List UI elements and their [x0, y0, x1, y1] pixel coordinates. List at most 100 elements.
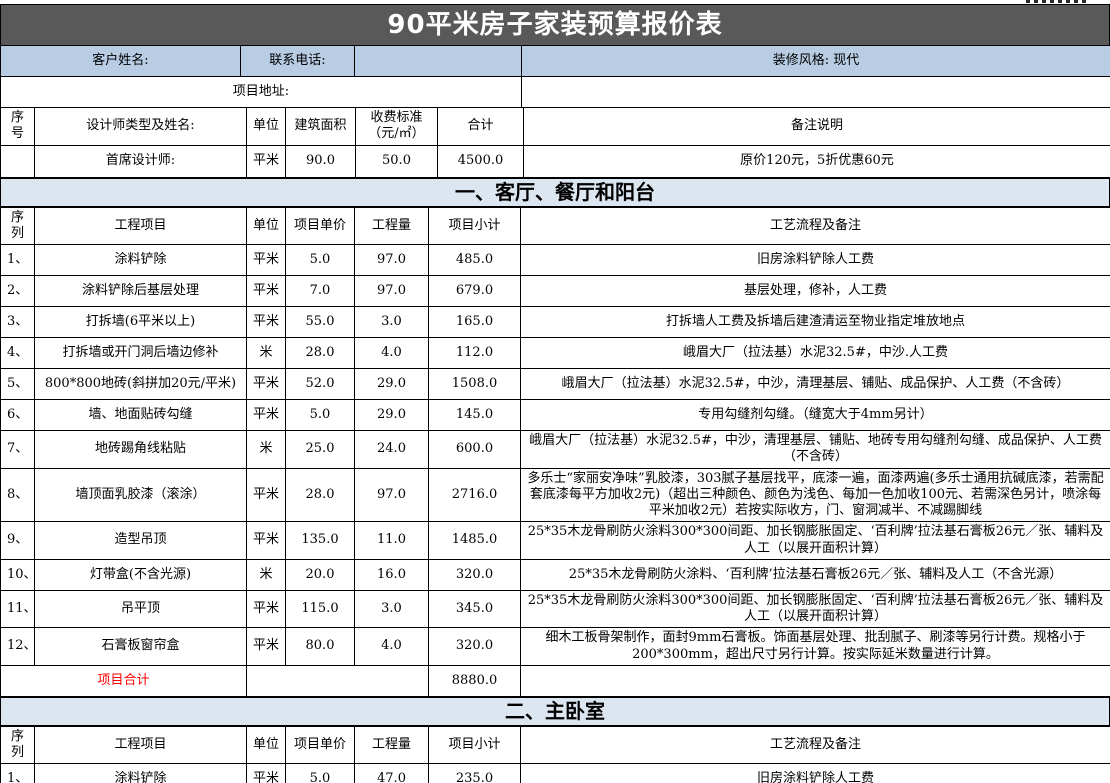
- designer-note: 原价120元，5折优惠60元: [523, 144, 1110, 178]
- top-margin: [0, 0, 1110, 4]
- row-item: 800*800地砖(斜拼加20元/平米): [34, 368, 247, 400]
- designer-name: 首席设计师:: [34, 144, 247, 178]
- row-note: 细木工板骨架制作，面封9mm石膏板。饰面基层处理、批刮腻子、刷漆等另行计费。规格…: [520, 627, 1110, 666]
- row-note: 专用勾缝剂勾缝。（缝宽大于4mm另计）: [520, 399, 1110, 431]
- row-unit: 米: [246, 430, 286, 469]
- col-note: 工艺流程及备注: [520, 725, 1110, 765]
- row-subtotal: 345.0: [428, 589, 521, 629]
- row-subtotal: 112.0: [428, 337, 521, 369]
- row-seq: 8、: [0, 467, 35, 523]
- table-row: 6、 墙、地面贴砖勾缝 平米 5.0 29.0 145.0 专用勾缝剂勾缝。（缝…: [0, 399, 1110, 431]
- row-qty: 97.0: [354, 275, 429, 307]
- table-row: 10、 灯带盒(不含光源) 米 20.0 16.0 320.0 25*35木龙骨…: [0, 558, 1110, 591]
- table-row: 11、 吊平顶 平米 115.0 3.0 345.0 25*35木龙骨刷防火涂料…: [0, 589, 1110, 629]
- row-price: 115.0: [285, 589, 355, 629]
- row-seq: 9、: [0, 521, 35, 560]
- designer-col-area: 建筑面积: [285, 107, 356, 146]
- row-note: 多乐士“家丽安净味”乳胶漆，303腻子基层找平，底漆一遍，面漆两遍(多乐士通用抗…: [520, 467, 1110, 523]
- row-subtotal: 320.0: [428, 558, 521, 591]
- row-seq: 2、: [0, 275, 35, 307]
- section-total-spacer: [246, 664, 429, 697]
- designer-total: 4500.0: [437, 144, 524, 178]
- section-total-value: 8880.0: [428, 664, 521, 697]
- row-unit: 平米: [246, 521, 286, 560]
- col-item: 工程项目: [34, 725, 247, 765]
- row-item: 涂料铲除: [34, 244, 247, 276]
- table-row: 2、 涂料铲除后基层处理 平米 7.0 97.0 679.0 基层处理，修补，人…: [0, 275, 1110, 307]
- row-item: 打拆墙(6平米以上): [34, 306, 247, 338]
- row-qty: 97.0: [354, 244, 429, 276]
- col-seq: 序列: [0, 725, 35, 765]
- designer-col-seq: 序号: [0, 107, 35, 146]
- row-subtotal: 679.0: [428, 275, 521, 307]
- row-seq: 1、: [0, 763, 35, 783]
- row-price: 5.0: [285, 763, 355, 783]
- row-qty: 47.0: [354, 763, 429, 783]
- col-subtotal: 项目小计: [428, 206, 521, 245]
- row-subtotal: 1485.0: [428, 521, 521, 560]
- section-total-label: 项目合计: [0, 664, 247, 697]
- row-price: 20.0: [285, 558, 355, 591]
- cropped-corner-text: [1026, 0, 1088, 3]
- row-price: 7.0: [285, 275, 355, 307]
- designer-col-total: 合计: [437, 107, 524, 146]
- row-subtotal: 235.0: [428, 763, 521, 783]
- col-subtotal: 项目小计: [428, 725, 521, 765]
- row-price: 135.0: [285, 521, 355, 560]
- designer-col-note: 备注说明: [523, 107, 1110, 146]
- row-note: 25*35木龙骨刷防火涂料300*300间距、加长钢膨胀固定、‘百利牌’拉法基石…: [520, 589, 1110, 629]
- table-row: 8、 墙顶面乳胶漆（滚涂） 平米 28.0 97.0 2716.0 多乐士“家丽…: [0, 467, 1110, 523]
- address-value-cell[interactable]: [521, 76, 1110, 108]
- row-unit: 平米: [246, 306, 286, 338]
- table-row: 5、 800*800地砖(斜拼加20元/平米) 平米 52.0 29.0 150…: [0, 368, 1110, 400]
- table-row: 9、 造型吊顶 平米 135.0 11.0 1485.0 25*35木龙骨刷防火…: [0, 521, 1110, 560]
- row-unit: 平米: [246, 627, 286, 666]
- row-qty: 16.0: [354, 558, 429, 591]
- row-item: 涂料铲除: [34, 763, 247, 783]
- row-item: 石膏板窗帘盒: [34, 627, 247, 666]
- row-unit: 平米: [246, 589, 286, 629]
- phone-value-cell[interactable]: [354, 45, 522, 77]
- table-row: 1、 涂料铲除 平米 5.0 97.0 485.0 旧房涂料铲除人工费: [0, 244, 1110, 276]
- section-2-table: 序列 工程项目 单位 项目单价 工程量 项目小计 工艺流程及备注 1、 涂料铲除…: [0, 725, 1110, 783]
- row-qty: 3.0: [354, 306, 429, 338]
- row-item: 涂料铲除后基层处理: [34, 275, 247, 307]
- row-subtotal: 1508.0: [428, 368, 521, 400]
- row-seq: 7、: [0, 430, 35, 469]
- row-qty: 3.0: [354, 589, 429, 629]
- row-qty: 29.0: [354, 399, 429, 431]
- col-price: 项目单价: [285, 725, 355, 765]
- row-subtotal: 485.0: [428, 244, 521, 276]
- page-title: 90平米房子家装预算报价表: [0, 4, 1110, 46]
- row-subtotal: 2716.0: [428, 467, 521, 523]
- row-qty: 4.0: [354, 337, 429, 369]
- row-price: 25.0: [285, 430, 355, 469]
- row-item: 灯带盒(不含光源): [34, 558, 247, 591]
- row-item: 墙、地面贴砖勾缝: [34, 399, 247, 431]
- col-qty: 工程量: [354, 725, 429, 765]
- customer-info-table: 客户姓名: 联系电话: 装修风格: 现代: [0, 45, 1110, 77]
- designer-rate: 50.0: [355, 144, 438, 178]
- row-item: 地砖踢角线粘贴: [34, 430, 247, 469]
- row-qty: 11.0: [354, 521, 429, 560]
- row-item: 墙顶面乳胶漆（滚涂）: [34, 467, 247, 523]
- section-2-title: 二、主卧室: [0, 695, 1110, 727]
- row-unit: 平米: [246, 244, 286, 276]
- row-note: 峨眉大厂（拉法基）水泥32.5#，中沙，清理基层、铺贴、成品保护、人工费（不含砖…: [520, 368, 1110, 400]
- row-price: 28.0: [285, 337, 355, 369]
- row-note: 旧房涂料铲除人工费: [520, 763, 1110, 783]
- row-qty: 97.0: [354, 467, 429, 523]
- address-table: 项目地址:: [0, 76, 1110, 108]
- row-seq: 1、: [0, 244, 35, 276]
- row-note: 基层处理，修补，人工费: [520, 275, 1110, 307]
- designer-seq: [0, 144, 35, 178]
- row-subtotal: 145.0: [428, 399, 521, 431]
- designer-row: 首席设计师: 平米 90.0 50.0 4500.0 原价120元，5折优惠60…: [0, 144, 1110, 178]
- col-unit: 单位: [246, 206, 286, 245]
- row-price: 5.0: [285, 399, 355, 431]
- row-price: 55.0: [285, 306, 355, 338]
- row-price: 52.0: [285, 368, 355, 400]
- row-unit: 平米: [246, 467, 286, 523]
- table-row: 1、 涂料铲除 平米 5.0 47.0 235.0 旧房涂料铲除人工费: [0, 763, 1110, 783]
